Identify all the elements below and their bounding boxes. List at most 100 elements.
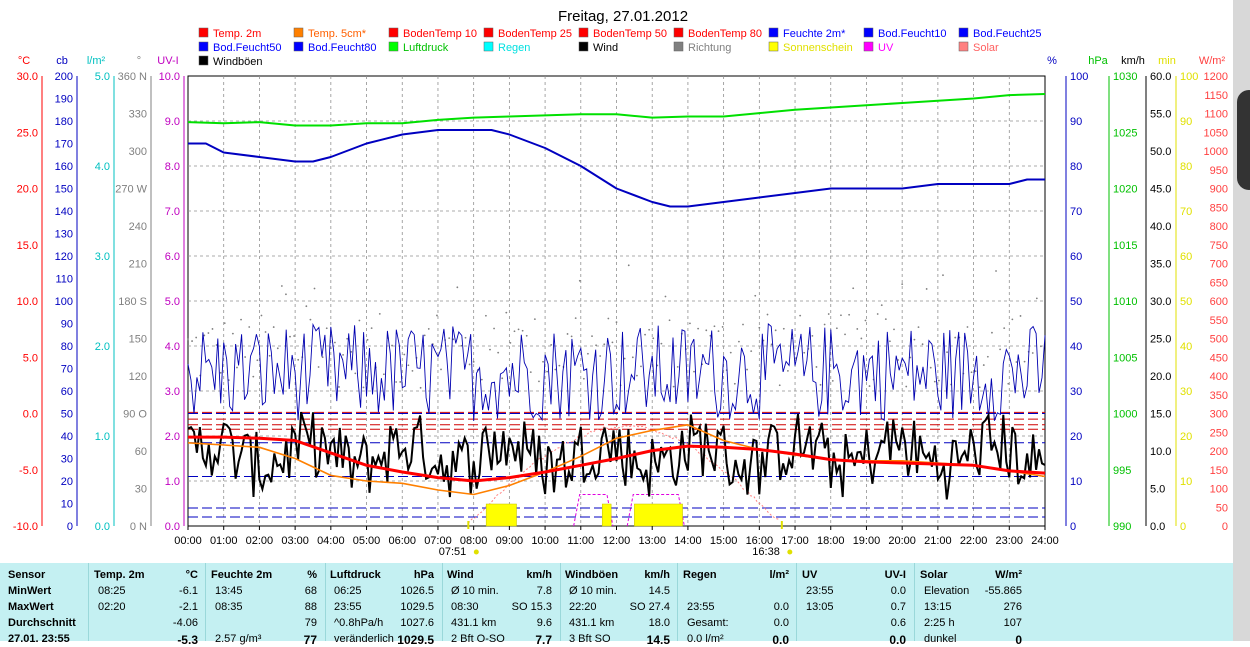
- axis-tick-label: 10.0: [17, 296, 38, 308]
- stats-value: SO 27.4: [629, 601, 670, 613]
- axis-tick-label: 7.0: [165, 206, 180, 218]
- wind-direction-dot: [750, 350, 753, 353]
- wind-direction-dot: [848, 313, 851, 316]
- axis-tick-label: 0 N: [130, 521, 147, 533]
- legend-label: Regen: [498, 42, 530, 54]
- axis-tick-label: 30: [1070, 386, 1082, 398]
- wind-direction-dot: [276, 347, 279, 350]
- wind-direction-dot: [831, 379, 834, 382]
- axis-tick-label: 90 O: [123, 409, 147, 421]
- axis-tick-label: 180: [55, 116, 73, 128]
- stats-row-label: MinWert: [8, 585, 52, 597]
- axis-tick-label: 1000: [1204, 146, 1228, 158]
- axis-tick-label: 10: [1180, 476, 1192, 488]
- wind-direction-dot: [468, 363, 471, 366]
- wind-direction-dot: [231, 332, 234, 335]
- wind-direction-dot: [346, 337, 349, 340]
- stats-value: -4.06: [172, 617, 198, 629]
- axis-tick-label: 45.0: [1150, 184, 1171, 196]
- stats-time: Ø 10 min.: [569, 585, 617, 597]
- axis-tick-label: 500: [1210, 334, 1228, 346]
- axis-tick-label: 240: [129, 221, 147, 233]
- axis-tick-label: 50: [1180, 296, 1192, 308]
- temp-2m-line: [188, 435, 1046, 483]
- axis-tick-label: 140: [55, 206, 73, 218]
- axis-unit-label: °C: [18, 55, 30, 67]
- wind-direction-dot: [672, 385, 675, 388]
- stats-separator: [677, 563, 678, 641]
- stats-time: 13:05: [806, 601, 834, 613]
- stats-header: Wind: [447, 569, 474, 581]
- axis-tick-label: 550: [1210, 315, 1228, 327]
- stats-header: Luftdruck: [330, 569, 381, 581]
- x-tick-label: 05:00: [353, 535, 381, 547]
- axis-tick-label: 210: [129, 259, 147, 271]
- x-tick-label: 16:00: [746, 535, 774, 547]
- axis-tick-label: 10: [1070, 476, 1082, 488]
- wind-direction-dot: [693, 370, 695, 373]
- x-tick-label: 13:00: [638, 535, 666, 547]
- sunset-label: 16:38: [752, 546, 780, 558]
- wind-direction-dot: [884, 318, 887, 321]
- stats-value: -2.1: [179, 601, 198, 613]
- wind-direction-dot: [1031, 352, 1034, 354]
- axis-tick-label: 1.0: [165, 476, 180, 488]
- wind-direction-dot: [640, 365, 642, 368]
- stats-value: -55.865: [984, 585, 1022, 597]
- wind-direction-dot: [827, 313, 830, 315]
- stats-value: 7.8: [536, 585, 552, 597]
- axis-tick-label: 80: [61, 341, 73, 353]
- wind-direction-dot: [378, 312, 381, 315]
- axis-tick-label: 190: [55, 94, 73, 106]
- axis-tick-label: 750: [1210, 240, 1228, 252]
- wind-direction-dot: [986, 355, 989, 358]
- legend-swatch: [293, 27, 304, 38]
- axis-tick-label: 60.0: [1150, 71, 1171, 83]
- wind-direction-dot: [815, 366, 818, 368]
- wind-direction-dot: [697, 327, 700, 330]
- wind-direction-dot: [354, 372, 357, 375]
- axis-tick-label: 180 S: [118, 296, 147, 308]
- wind-direction-dot: [1007, 382, 1010, 385]
- wind-direction-dot: [280, 285, 283, 287]
- stats-time: Elevation: [924, 585, 970, 597]
- axis-tick-label: 0.0: [23, 409, 38, 421]
- axis-tick-label: 60: [1180, 251, 1192, 263]
- axis-tick-label: 80: [1180, 161, 1192, 173]
- stats-value: 0.0: [773, 617, 789, 629]
- stats-unit: %: [307, 569, 317, 581]
- wind-direction-dot: [570, 335, 573, 338]
- stats-value: 0.0: [773, 601, 789, 613]
- axis-tick-label: 5.0: [165, 296, 180, 308]
- wind-direction-dot: [350, 350, 353, 353]
- axis-tick-label: 100: [1210, 484, 1228, 496]
- x-tick-label: 02:00: [246, 535, 274, 547]
- wind-direction-dot: [946, 351, 948, 354]
- axis-tick-label: 25.0: [1150, 334, 1171, 346]
- axis-tick-label: 15.0: [1150, 409, 1171, 421]
- wind-direction-dot: [974, 370, 977, 373]
- axis-tick-label: 20.0: [1150, 371, 1171, 383]
- axis-tick-label: 2.0: [95, 341, 110, 353]
- axis-tick-label: 3.0: [165, 386, 180, 398]
- wind-direction-dot: [423, 334, 426, 337]
- wind-direction-dot: [187, 338, 189, 341]
- axis-tick-label: 650: [1210, 277, 1228, 289]
- axis-tick-label: 4.0: [95, 161, 110, 173]
- axis-tick-label: 5.0: [1150, 484, 1165, 496]
- axis-tick-label: 1100: [1204, 109, 1228, 121]
- wind-direction-dot: [370, 327, 373, 330]
- stats-value: 1027.6: [400, 617, 434, 629]
- wind-direction-dot: [252, 375, 255, 378]
- wind-direction-dot: [248, 326, 251, 328]
- wind-direction-dot: [587, 352, 589, 355]
- wind-direction-dot: [758, 326, 761, 329]
- wind-direction-dot: [546, 370, 549, 373]
- wind-direction-dot: [293, 335, 296, 337]
- x-tick-label: 00:00: [174, 535, 202, 547]
- scroll-knob[interactable]: [1237, 90, 1250, 190]
- wind-direction-dot: [664, 295, 667, 298]
- wind-direction-dot: [399, 381, 402, 383]
- stats-time: 23:55: [334, 601, 362, 613]
- stats-separator: [796, 563, 797, 641]
